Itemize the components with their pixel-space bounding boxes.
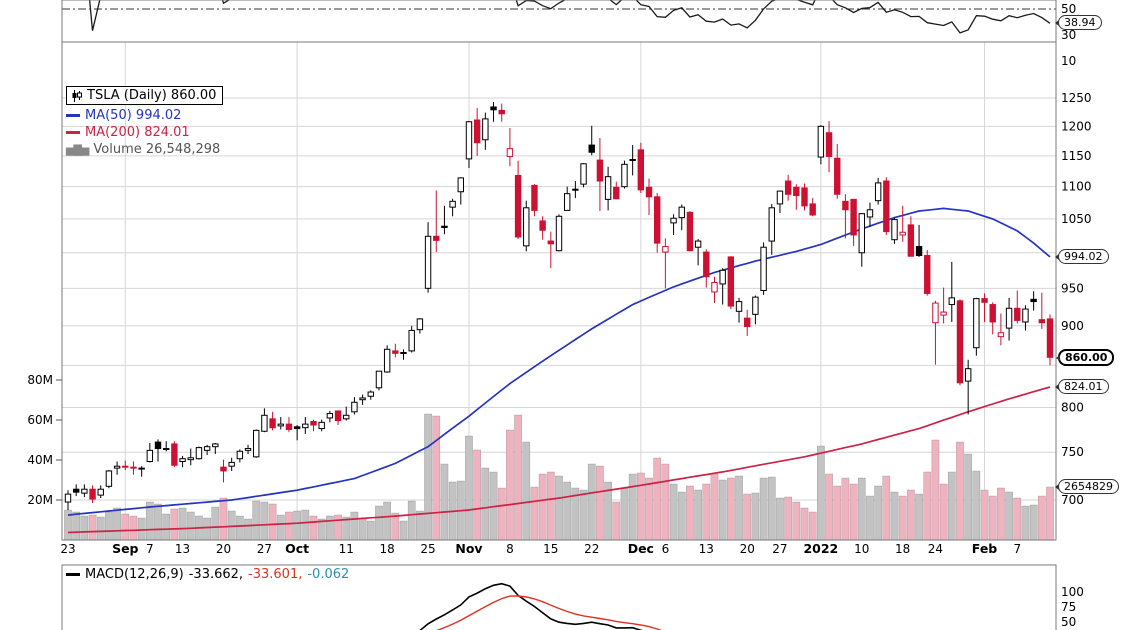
svg-text:1200: 1200 bbox=[1061, 119, 1092, 133]
svg-text:Dec: Dec bbox=[628, 541, 654, 556]
svg-text:950: 950 bbox=[1061, 281, 1084, 295]
svg-text:15: 15 bbox=[543, 542, 558, 556]
svg-text:75: 75 bbox=[1061, 600, 1076, 614]
ma50-line bbox=[67, 207, 1051, 516]
rsi-line bbox=[88, 0, 1051, 34]
panel-border bbox=[61, 564, 1057, 630]
candles-layer bbox=[64, 101, 1054, 511]
axis-labels: 1250120011501100105095090080075070080M60… bbox=[27, 2, 1091, 629]
svg-text:10: 10 bbox=[854, 542, 869, 556]
symbol-legend-box: TSLA (Daily) 860.00 bbox=[66, 86, 224, 105]
ma200-legend: MA(200) 824.01 bbox=[66, 125, 223, 140]
ma50-line-icon bbox=[66, 113, 80, 117]
svg-text:13: 13 bbox=[175, 542, 190, 556]
svg-text:6: 6 bbox=[662, 542, 670, 556]
svg-text:22: 22 bbox=[584, 542, 599, 556]
svg-text:60M: 60M bbox=[27, 413, 53, 427]
svg-text:20M: 20M bbox=[27, 493, 53, 507]
svg-text:1050: 1050 bbox=[1061, 212, 1092, 226]
ma200-line-icon bbox=[66, 130, 80, 134]
svg-text:80M: 80M bbox=[27, 373, 53, 387]
svg-text:27: 27 bbox=[257, 542, 272, 556]
svg-text:13: 13 bbox=[699, 542, 714, 556]
macd-signal-line bbox=[436, 595, 663, 630]
svg-text:18: 18 bbox=[380, 542, 395, 556]
svg-text:10: 10 bbox=[1061, 54, 1076, 68]
volume-label: Volume 26,548,298 bbox=[93, 141, 221, 157]
macd-hist-value: -0.062 bbox=[307, 567, 350, 582]
svg-text:Oct: Oct bbox=[285, 541, 309, 556]
svg-text:23: 23 bbox=[60, 542, 75, 556]
svg-text:700: 700 bbox=[1061, 493, 1084, 507]
bubble-1: 994.02 bbox=[1055, 248, 1109, 264]
svg-text:900: 900 bbox=[1061, 319, 1084, 333]
macd-value: -33.662, bbox=[188, 567, 244, 582]
svg-text:18: 18 bbox=[895, 542, 910, 556]
svg-text:30: 30 bbox=[1061, 28, 1076, 42]
svg-text:7: 7 bbox=[1013, 542, 1021, 556]
svg-text:Nov: Nov bbox=[455, 541, 482, 556]
bubble-2: 860.00 bbox=[1055, 349, 1115, 367]
bubble-4: 2654829 bbox=[1055, 479, 1119, 494]
panel-border bbox=[61, 0, 1057, 43]
svg-text:1100: 1100 bbox=[1061, 180, 1092, 194]
ma200-line bbox=[67, 386, 1051, 534]
svg-text:800: 800 bbox=[1061, 400, 1084, 414]
svg-text:1250: 1250 bbox=[1061, 91, 1092, 105]
symbol-label: TSLA (Daily) 860.00 bbox=[87, 88, 217, 103]
grid-layer bbox=[62, 42, 1056, 540]
macd-line-icon bbox=[66, 573, 80, 576]
main-legend: TSLA (Daily) 860.00 MA(50) 994.02 MA(200… bbox=[66, 86, 224, 157]
svg-text:Feb: Feb bbox=[972, 541, 998, 556]
macd-name: MACD(12,26,9) bbox=[85, 567, 184, 582]
candlestick-chart-icon bbox=[72, 89, 82, 102]
svg-text:Sep: Sep bbox=[112, 541, 138, 556]
macd-signal-value: -33.601, bbox=[248, 567, 303, 582]
volume-bars-icon: ▅▇▅ bbox=[66, 142, 89, 156]
ma200-label: MA(200) 824.01 bbox=[85, 124, 190, 140]
svg-text:50: 50 bbox=[1061, 2, 1076, 16]
svg-text:7: 7 bbox=[146, 542, 154, 556]
svg-text:25: 25 bbox=[420, 542, 435, 556]
svg-text:50: 50 bbox=[1061, 615, 1076, 629]
volume-layer bbox=[64, 413, 1054, 540]
macd-line bbox=[419, 582, 643, 630]
bubble-3: 824.01 bbox=[1055, 378, 1109, 394]
svg-text:40M: 40M bbox=[27, 453, 53, 467]
svg-text:20: 20 bbox=[216, 542, 231, 556]
svg-text:8: 8 bbox=[506, 542, 514, 556]
svg-text:24: 24 bbox=[928, 542, 943, 556]
svg-text:750: 750 bbox=[1061, 445, 1084, 459]
macd-legend: MACD(12,26,9) -33.662, -33.601, -0.062 bbox=[66, 567, 349, 582]
svg-text:1150: 1150 bbox=[1061, 149, 1092, 163]
rsi-layer bbox=[62, 0, 1056, 34]
volume-legend: ▅▇▅ Volume 26,548,298 bbox=[66, 142, 223, 157]
svg-text:100: 100 bbox=[1061, 585, 1084, 599]
svg-text:20: 20 bbox=[740, 542, 755, 556]
macd-layer bbox=[419, 582, 663, 630]
panel-border bbox=[61, 41, 1057, 541]
svg-text:2022: 2022 bbox=[803, 541, 838, 556]
ma50-legend: MA(50) 994.02 bbox=[66, 108, 223, 123]
svg-text:27: 27 bbox=[772, 542, 787, 556]
svg-text:11: 11 bbox=[339, 542, 354, 556]
bubble-0: 38.94 bbox=[1055, 15, 1102, 31]
ma50-label: MA(50) 994.02 bbox=[85, 107, 182, 123]
